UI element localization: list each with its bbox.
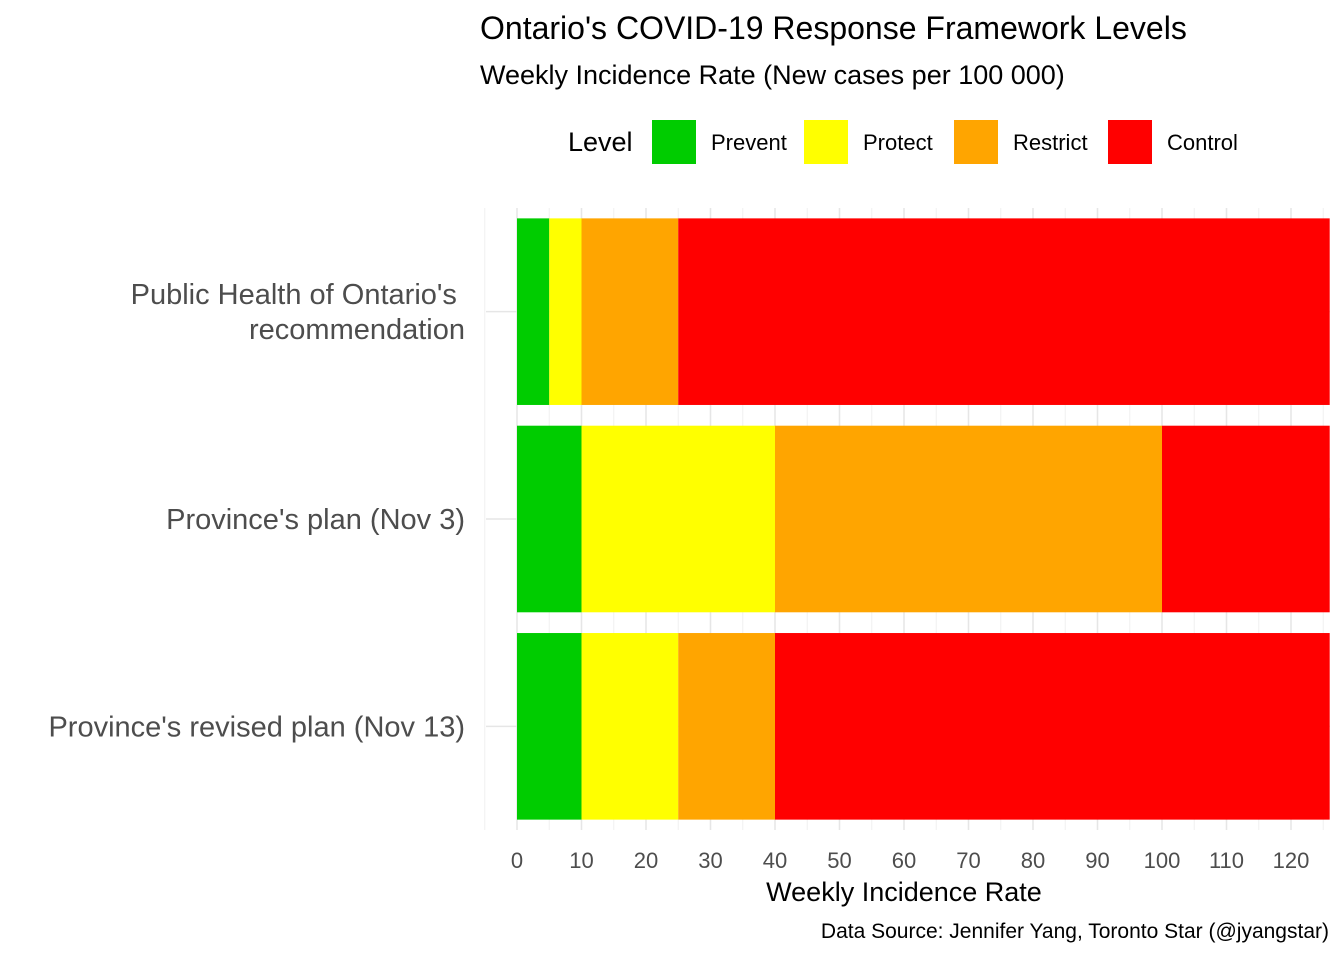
bar-segment-protect <box>581 425 775 613</box>
legend-title: Level <box>568 127 633 157</box>
x-tick-label: 70 <box>956 848 980 873</box>
bar-segment-prevent <box>517 425 582 613</box>
bar-segment-control <box>1162 425 1330 613</box>
bar-segment-restrict <box>581 218 679 405</box>
legend-label-control: Control <box>1167 130 1238 155</box>
bar-segment-restrict <box>678 633 775 820</box>
x-tick-label: 0 <box>511 848 523 873</box>
x-axis-tick-labels: 0 10 20 30 40 50 60 70 80 90 100 110 120 <box>511 848 1309 873</box>
bar-segment-restrict <box>775 425 1162 613</box>
legend-swatch-protect <box>804 120 848 164</box>
bar-segment-prevent <box>517 633 582 820</box>
x-tick-label: 90 <box>1085 848 1109 873</box>
bar-segment-protect <box>581 633 679 820</box>
bar-segment-protect <box>549 218 582 405</box>
bar-segment-prevent <box>517 218 550 405</box>
legend-swatch-control <box>1108 120 1152 164</box>
legend-label-restrict: Restrict <box>1013 130 1088 155</box>
bars <box>517 218 1330 820</box>
legend-swatch-restrict <box>954 120 998 164</box>
x-tick-label: 40 <box>763 848 787 873</box>
chart-title: Ontario's COVID-19 Response Framework Le… <box>480 10 1187 46</box>
legend-label-prevent: Prevent <box>711 130 787 155</box>
x-tick-label: 20 <box>634 848 658 873</box>
bar-segment-control <box>678 218 1330 405</box>
x-tick-label: 60 <box>892 848 916 873</box>
y-tick-label: Province's plan (Nov 3) <box>166 504 465 536</box>
x-tick-label: 50 <box>827 848 851 873</box>
x-tick-label: 30 <box>698 848 722 873</box>
y-tick-label: Province's revised plan (Nov 13) <box>48 711 465 743</box>
legend-label-protect: Protect <box>863 130 933 155</box>
legend-swatch-prevent <box>652 120 696 164</box>
chart-subtitle: Weekly Incidence Rate (New cases per 100… <box>480 60 1065 90</box>
x-tick-label: 100 <box>1144 848 1181 873</box>
y-axis-ticks: Public Health of Ontario's recommendatio… <box>48 279 465 743</box>
x-tick-label: 110 <box>1209 848 1244 873</box>
x-axis-title: Weekly Incidence Rate <box>766 877 1042 907</box>
x-tick-label: 80 <box>1021 848 1045 873</box>
data-source-caption: Data Source: Jennifer Yang, Toronto Star… <box>820 920 1329 943</box>
x-tick-label: 10 <box>569 848 593 873</box>
x-tick-label: 120 <box>1273 848 1310 873</box>
y-tick-label: Public Health of Ontario's recommendatio… <box>131 279 465 346</box>
bar-segment-control <box>775 633 1330 820</box>
